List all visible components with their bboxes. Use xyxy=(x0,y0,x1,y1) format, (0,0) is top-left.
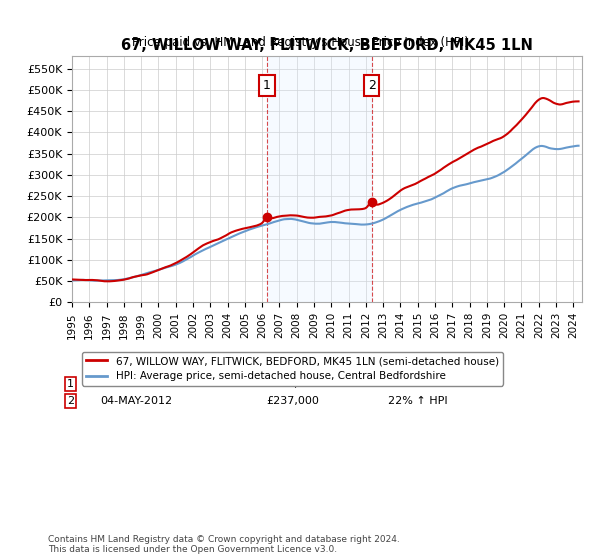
Legend: 67, WILLOW WAY, FLITWICK, BEDFORD, MK45 1LN (semi-detached house), HPI: Average : 67, WILLOW WAY, FLITWICK, BEDFORD, MK45 … xyxy=(82,352,503,385)
Text: 1: 1 xyxy=(67,379,74,389)
Bar xyxy=(267,56,372,302)
Text: 2: 2 xyxy=(67,396,74,406)
Text: £200,000: £200,000 xyxy=(266,379,319,389)
Text: Price paid vs. HM Land Registry's House Price Index (HPI): Price paid vs. HM Land Registry's House … xyxy=(131,36,469,49)
Text: 2: 2 xyxy=(368,79,376,92)
Text: 1: 1 xyxy=(263,79,271,92)
Title: 67, WILLOW WAY, FLITWICK, BEDFORD, MK45 1LN: 67, WILLOW WAY, FLITWICK, BEDFORD, MK45 … xyxy=(121,39,533,53)
Text: Contains HM Land Registry data © Crown copyright and database right 2024.
This d: Contains HM Land Registry data © Crown c… xyxy=(48,535,400,554)
Text: 7% ↑ HPI: 7% ↑ HPI xyxy=(388,379,440,389)
Text: 22% ↑ HPI: 22% ↑ HPI xyxy=(388,396,448,406)
Text: £237,000: £237,000 xyxy=(266,396,319,406)
Text: 07-APR-2006: 07-APR-2006 xyxy=(100,379,172,389)
Text: 04-MAY-2012: 04-MAY-2012 xyxy=(100,396,172,406)
